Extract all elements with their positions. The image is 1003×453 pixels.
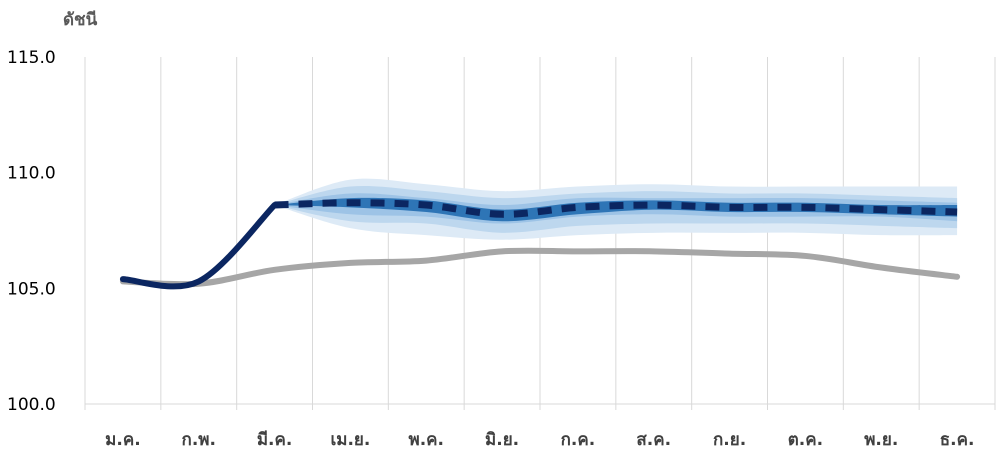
x-tick-label: ธ.ค. — [940, 430, 975, 450]
y-tick-label: 115.0 — [7, 48, 56, 68]
x-tick-label: มี.ค. — [257, 429, 293, 450]
x-tick-label: ก.พ. — [182, 430, 216, 450]
y-tick-labels: 100.0 105.0 110.0 115.0 — [7, 48, 56, 415]
x-tick-label: ส.ค. — [636, 430, 671, 450]
series-line — [119, 202, 278, 290]
x-tick-label: ต.ค. — [788, 430, 823, 450]
x-tick-labels: ม.ค. ก.พ. มี.ค. เม.ย. พ.ค. มิ.ย. ก.ค. ส.ค. ก.ย. ต… — [105, 429, 974, 450]
series-line — [119, 247, 961, 288]
y-tick-label: 110.0 — [7, 164, 56, 184]
fan-band — [274, 197, 958, 222]
y-tick-label: 105.0 — [7, 279, 56, 299]
x-tick-label: ก.ค. — [561, 430, 596, 450]
y-tick-label: 100.0 — [7, 395, 56, 415]
x-tick-label: เม.ย. — [330, 430, 370, 450]
x-tick-label: ม.ค. — [105, 430, 141, 450]
x-tick-label: มิ.ย. — [485, 430, 519, 450]
x-axis-ticks — [84, 404, 996, 410]
x-tick-label: ก.ย. — [713, 430, 746, 450]
forecast-line — [274, 199, 958, 218]
y-axis-label: ดัชนี — [63, 9, 98, 30]
series-lines — [119, 199, 961, 290]
x-tick-label: พ.ค. — [409, 430, 445, 450]
x-tick-label: พ.ย. — [864, 430, 898, 450]
